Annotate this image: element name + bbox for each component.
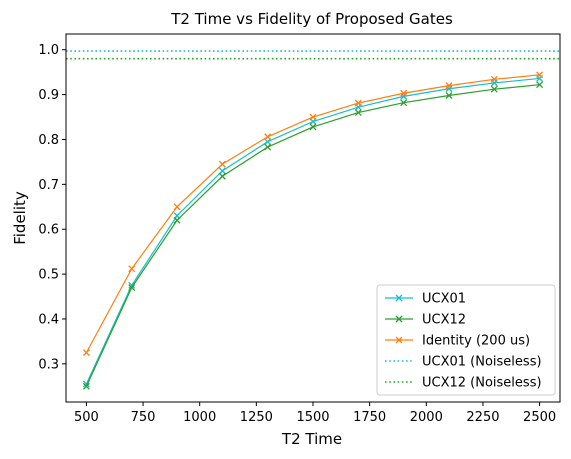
data-point bbox=[218, 167, 226, 175]
data-point bbox=[218, 160, 226, 168]
data-point bbox=[400, 89, 408, 97]
data-point bbox=[445, 92, 453, 99]
y-tick-label: 0.7 bbox=[38, 178, 59, 193]
series-group bbox=[82, 71, 544, 390]
data-point bbox=[264, 138, 272, 146]
legend-label: UCX01 bbox=[422, 292, 466, 307]
chart-title: T2 Time vs Fidelity of Proposed Gates bbox=[170, 10, 453, 28]
y-axis: 0.3 0.4 0.5 0.6 0.7 0.8 0.9 1.0 bbox=[38, 43, 66, 372]
legend-label: UCX01 (Noiseless) bbox=[422, 355, 542, 370]
x-tick-label: 1250 bbox=[240, 410, 273, 425]
x-tick-label: 2500 bbox=[523, 410, 556, 425]
y-tick-label: 1.0 bbox=[38, 43, 59, 58]
legend-marker bbox=[395, 294, 403, 302]
data-point bbox=[536, 81, 544, 89]
legend: UCX01 UCX12 Identity (200 us) UCX01 (Noisel… bbox=[376, 284, 556, 396]
legend-entry: UCX01 bbox=[385, 292, 466, 307]
data-point bbox=[354, 109, 362, 116]
y-tick-label: 0.8 bbox=[38, 133, 59, 148]
x-tick-label: 1750 bbox=[353, 410, 386, 425]
x-axis: 500 750 1000 1250 1500 1750 2000 2250 2500 bbox=[74, 402, 556, 425]
data-point bbox=[400, 99, 408, 107]
y-tick-label: 0.4 bbox=[38, 312, 59, 327]
y-tick-label: 0.6 bbox=[38, 223, 59, 238]
legend-label: UCX12 (Noiseless) bbox=[422, 376, 542, 391]
legend-entry: UCX12 (Noiseless) bbox=[385, 376, 542, 391]
data-point bbox=[490, 85, 498, 93]
x-tick-label: 750 bbox=[131, 410, 156, 425]
data-point bbox=[264, 143, 272, 151]
data-point bbox=[536, 71, 544, 79]
legend-marker bbox=[395, 336, 403, 344]
legend-marker bbox=[395, 315, 403, 323]
reference-lines bbox=[66, 50, 560, 60]
data-point bbox=[218, 172, 226, 180]
legend-entry: Identity (200 us) bbox=[385, 334, 530, 349]
data-point bbox=[445, 82, 453, 90]
y-tick-label: 0.9 bbox=[38, 88, 59, 103]
data-point bbox=[309, 123, 317, 131]
data-point bbox=[82, 349, 90, 357]
data-point bbox=[82, 382, 90, 390]
legend-entry: UCX12 bbox=[385, 313, 466, 328]
data-point bbox=[128, 281, 136, 289]
data-point bbox=[309, 113, 317, 121]
legend-box bbox=[376, 284, 556, 396]
x-tick-label: 1500 bbox=[296, 410, 329, 425]
y-tick-label: 0.5 bbox=[38, 268, 59, 283]
x-tick-label: 500 bbox=[74, 410, 99, 425]
y-tick-label: 0.3 bbox=[38, 357, 59, 372]
data-point bbox=[128, 284, 136, 292]
legend-label: UCX12 bbox=[422, 313, 466, 328]
x-tick-label: 1000 bbox=[183, 410, 216, 425]
data-point bbox=[264, 133, 272, 141]
data-point bbox=[354, 99, 362, 107]
data-point bbox=[173, 216, 181, 224]
x-tick-label: 2250 bbox=[466, 410, 499, 425]
plot-frame bbox=[65, 33, 561, 403]
data-point bbox=[173, 203, 181, 211]
legend-entry: UCX01 (Noiseless) bbox=[385, 355, 542, 370]
data-point bbox=[128, 265, 136, 273]
data-point bbox=[490, 75, 498, 83]
y-axis-title: Fidelity bbox=[11, 191, 29, 245]
x-tick-label: 2000 bbox=[410, 410, 443, 425]
x-axis-title: T2 Time bbox=[281, 430, 342, 448]
legend-label: Identity (200 us) bbox=[422, 334, 530, 349]
